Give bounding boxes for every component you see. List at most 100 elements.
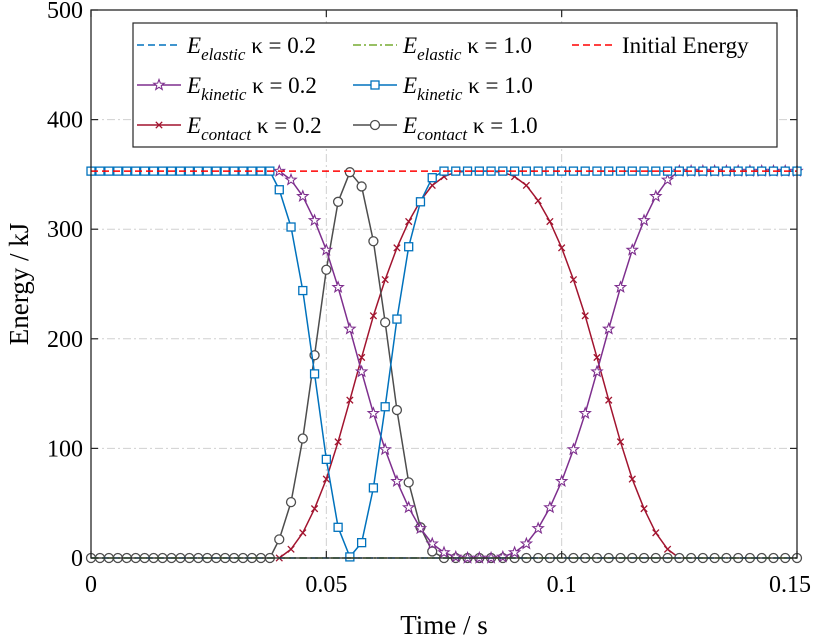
- y-tick-label: 100: [47, 436, 83, 462]
- data-point: [590, 364, 604, 378]
- data-point: [519, 536, 534, 550]
- data-point: [652, 529, 660, 537]
- data-point: [331, 280, 345, 294]
- legend-label: Initial Energy: [622, 33, 749, 58]
- data-point: [425, 536, 439, 550]
- data-point: [345, 552, 355, 562]
- y-tick-label: 500: [47, 0, 83, 24]
- data-point: [334, 438, 342, 446]
- legend-label: Econtact κ = 0.2: [186, 113, 322, 144]
- data-point: [663, 545, 672, 553]
- data-point: [356, 181, 367, 192]
- data-point: [437, 545, 451, 559]
- data-point: [368, 483, 379, 493]
- data-point: [366, 406, 381, 420]
- data-point: [566, 442, 581, 456]
- data-point: [310, 505, 319, 513]
- legend-item: Econtact κ = 1.0: [353, 113, 538, 144]
- data-point: [390, 474, 404, 488]
- data-point: [543, 500, 557, 514]
- y-tick-label: 300: [47, 217, 83, 243]
- data-point: [357, 353, 366, 362]
- data-point: [616, 438, 625, 446]
- data-point: [404, 242, 414, 252]
- legend-item: Eelastic κ = 1.0: [353, 33, 532, 64]
- x-tick-label: 0.05: [305, 572, 347, 598]
- data-point: [285, 496, 297, 508]
- data-point: [415, 197, 426, 207]
- data-point: [531, 521, 545, 535]
- plot-frame: [90, 9, 798, 559]
- data-point: [660, 172, 675, 186]
- legend-marker: [370, 80, 380, 90]
- data-point: [601, 321, 616, 335]
- data-point: [628, 475, 636, 483]
- ticks: 0 0.05 0.1 0.15 0 100 200 300 400 500: [47, 0, 811, 598]
- data-point: [332, 196, 344, 207]
- data-point: [309, 369, 320, 379]
- x-tick-label: 0: [85, 572, 97, 598]
- legend-item: Ekinetic κ = 0.2: [137, 73, 317, 104]
- data-point: [274, 534, 285, 545]
- data-point: [321, 454, 331, 465]
- data-point: [427, 546, 438, 557]
- data-point: [393, 244, 401, 252]
- data-point: [297, 433, 308, 444]
- x-axis-title: Time / s: [400, 610, 488, 638]
- data-point: [405, 217, 413, 226]
- data-point: [381, 275, 389, 284]
- data-point: [569, 275, 578, 284]
- legend-item: Econtact κ = 0.2: [137, 113, 322, 144]
- data-point: [546, 217, 554, 226]
- data-point: [346, 396, 354, 404]
- data-point: [391, 404, 403, 416]
- data-point: [298, 285, 308, 296]
- data-point: [321, 264, 332, 275]
- data-point: [369, 312, 378, 320]
- data-point: [578, 406, 592, 420]
- data-point: [613, 280, 628, 294]
- data-point: [354, 364, 369, 378]
- legend-marker: [152, 77, 166, 91]
- data-point: [286, 222, 296, 232]
- legend-label: Eelastic κ = 0.2: [186, 33, 316, 64]
- data-point: [554, 474, 569, 488]
- legend-item: Eelastic κ = 0.2: [137, 33, 316, 64]
- data-point: [296, 189, 310, 203]
- data-point: [343, 321, 357, 335]
- data-point: [640, 505, 648, 513]
- y-tick-label: 400: [47, 108, 83, 134]
- data-point: [299, 529, 307, 537]
- data-point: [413, 521, 428, 535]
- data-point: [333, 522, 343, 532]
- legend-item: Ekinetic κ = 1.0: [353, 73, 533, 104]
- y-tick-label: 0: [71, 546, 83, 572]
- data-point: [356, 538, 367, 548]
- y-axis-title: Energy / kJ: [4, 223, 34, 346]
- data-point: [605, 396, 613, 404]
- data-point: [625, 242, 640, 256]
- data-point: [392, 314, 402, 324]
- data-point: [380, 317, 391, 328]
- data-point: [637, 213, 651, 227]
- data-point: [403, 477, 414, 488]
- data-point: [581, 312, 589, 320]
- data-point: [319, 242, 334, 256]
- data-point: [449, 549, 463, 563]
- y-tick-label: 200: [47, 327, 83, 353]
- legend-label: Ekinetic κ = 1.0: [402, 73, 533, 104]
- x-tick-label: 0.15: [769, 572, 811, 598]
- data-point: [649, 189, 663, 203]
- x-tick-label: 0.1: [547, 572, 577, 598]
- data-point: [380, 402, 390, 412]
- legend-marker: [155, 121, 163, 129]
- data-point: [427, 173, 437, 183]
- data-point: [534, 197, 542, 205]
- data-point: [307, 213, 322, 227]
- data-point: [368, 236, 379, 247]
- legend-label: Ekinetic κ = 0.2: [186, 73, 317, 104]
- data-point: [287, 545, 295, 553]
- data-point: [496, 549, 510, 563]
- legend-item: Initial Energy: [572, 33, 749, 58]
